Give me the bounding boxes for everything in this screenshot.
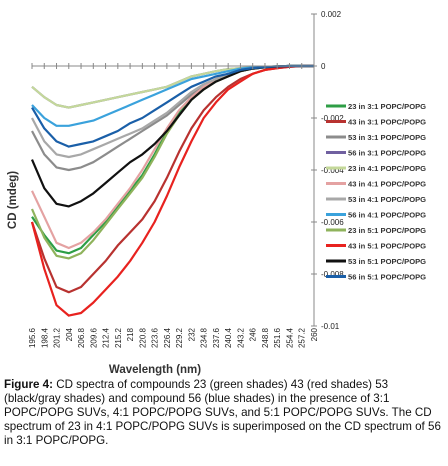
legend-label: 23 in 4:1 POPC/POPG (348, 164, 426, 173)
x-tick-label: 223.6 (151, 327, 160, 348)
x-tick-label: 201.2 (53, 327, 62, 348)
legend-label: 23 in 3:1 POPC/POPG (348, 102, 426, 111)
x-tick-label: 215.2 (114, 327, 123, 348)
figure-caption: Figure 4: CD spectra of compounds 23 (gr… (4, 378, 444, 448)
cd-spectra-chart: 0.002 0 -0.002 -0.004 -0.006 -0.008 -0.01 195.6… (7, 10, 426, 376)
x-tick-label: 237.6 (212, 327, 221, 348)
legend-label: 53 in 5:1 POPC/POPG (348, 257, 426, 266)
x-tick-label: 257.2 (298, 327, 307, 348)
legend-label: 43 in 3:1 POPC/POPG (348, 118, 426, 127)
x-tick-label: 234.8 (200, 327, 209, 348)
x-tick-label: 212.4 (102, 327, 111, 348)
caption-label: Figure 4: (4, 378, 53, 391)
x-tick-label: 229.2 (175, 327, 184, 348)
y-tick-label: -0.008 (321, 270, 344, 279)
y-tick-label: 0.002 (321, 10, 342, 19)
legend-label: 56 in 3:1 POPC/POPG (348, 149, 426, 158)
series-line-12 (31, 64, 314, 148)
y-tick-label: -0.004 (321, 166, 344, 175)
legend-label: 53 in 4:1 POPC/POPG (348, 195, 426, 204)
x-tick-label: 195.6 (28, 327, 37, 348)
x-axis-label: Wavelength (nm) (109, 364, 201, 376)
axes: 0.002 0 -0.002 -0.004 -0.006 -0.008 -0.01 195.6… (28, 10, 344, 348)
x-tick-label: 243.2 (236, 327, 245, 348)
y-tick-label: -0.01 (321, 322, 340, 331)
x-tick-label: 254.4 (285, 327, 294, 348)
x-tick-label: 226.4 (163, 327, 172, 348)
x-tick-label: 198.4 (40, 327, 49, 348)
x-tick-label: 240.4 (224, 327, 233, 348)
x-tick-label: 204 (65, 327, 74, 341)
x-tick-label: 220.8 (138, 327, 147, 348)
series-line-1 (31, 64, 314, 255)
series-line-6 (31, 64, 314, 250)
legend-label: 53 in 3:1 POPC/POPG (348, 133, 426, 142)
series-line-10 (30, 64, 314, 317)
y-tick-label: 0 (321, 62, 326, 71)
y-tick-label: -0.002 (321, 114, 344, 123)
legend-label: 56 in 5:1 POPC/POPG (348, 273, 426, 282)
x-tick-label: 232 (187, 327, 196, 341)
series-lines (30, 64, 314, 317)
caption-text: CD spectra of compounds 23 (green shades… (4, 378, 441, 447)
x-tick-label: 246 (249, 327, 258, 341)
legend-label: 56 in 4:1 POPC/POPG (348, 211, 426, 220)
x-tick-label: 206.8 (77, 327, 86, 348)
legend-label: 43 in 4:1 POPC/POPG (348, 180, 426, 189)
x-tick-label: 218 (126, 327, 135, 341)
x-tick-label: 251.6 (273, 327, 282, 348)
axis-labels: Wavelength (nm) CD (mdeg) (7, 171, 201, 376)
y-tick-label: -0.006 (321, 218, 344, 227)
x-tick-label: 209.6 (89, 327, 98, 348)
legend: 23 in 3:1 POPC/POPG 43 in 3:1 POPC/POPG 53… (326, 102, 426, 282)
legend-label: 43 in 5:1 POPC/POPG (348, 242, 426, 251)
y-axis-label: CD (mdeg) (7, 171, 19, 229)
x-tick-label: 260 (310, 327, 319, 341)
x-tick-label: 248.8 (261, 327, 270, 348)
series-line-8 (31, 64, 314, 127)
legend-label: 23 in 5:1 POPC/POPG (348, 226, 426, 235)
series-line-9 (30, 64, 314, 260)
